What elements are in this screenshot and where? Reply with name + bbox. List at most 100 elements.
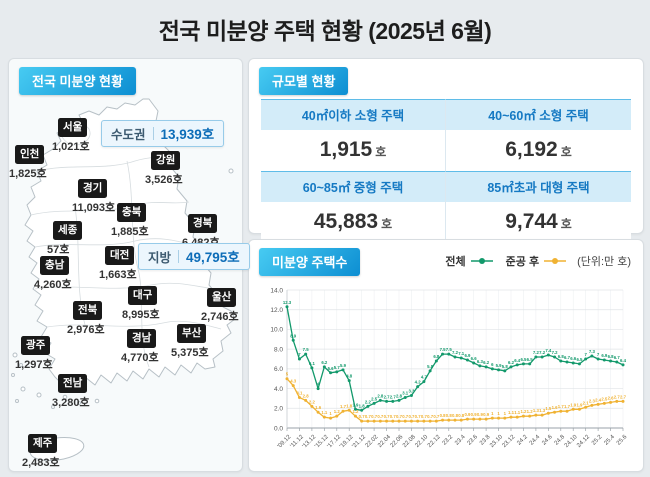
data-point (291, 384, 295, 388)
data-point-label: 2.3 (589, 398, 596, 403)
data-point-label: 6.6 (471, 356, 478, 361)
data-point (571, 361, 575, 365)
size-category-value: 45,883 호 (261, 202, 446, 244)
map-region: 울산 2,746호 (201, 287, 239, 324)
data-point-label: 2.8 (303, 393, 310, 398)
data-point (434, 359, 438, 363)
data-point-label: 0.7 (427, 414, 434, 419)
legend-series-name: 전체 (445, 256, 466, 268)
size-panel: 규모별 현황 40㎡이하 소형 주택 40~60㎡ 소형 주택 1,915 호 6,19… (248, 58, 644, 244)
map-region: 강원 3,526호 (145, 150, 183, 187)
data-point (322, 365, 326, 369)
data-point-label: 7 (597, 352, 600, 357)
data-point-label: 7.5 (446, 347, 453, 352)
x-axis-tick-label: 24.2 (516, 434, 529, 447)
data-point (596, 402, 600, 406)
size-unit: 호 (381, 217, 393, 231)
x-axis-labels: '09.12'11.12'13.12'15.12'17.12'19.12'21.… (277, 428, 629, 450)
data-point-label: 1 (504, 411, 507, 416)
data-point-label: 2.7 (614, 394, 621, 399)
data-point-label: 6.4 (620, 358, 627, 363)
data-point-label: 0.7 (408, 414, 415, 419)
data-point-label: 2.7 (384, 394, 391, 399)
data-point (341, 368, 345, 372)
gridlines: 0.0 2.0 4.0 6.0 8.0 10.0 12.0 14.0 (270, 287, 624, 432)
data-point-label: 0.9 (477, 412, 484, 417)
size-category-value: 1,915 호 (261, 130, 446, 171)
data-point-label: 1 (497, 411, 500, 416)
data-point (291, 338, 295, 342)
data-point (590, 403, 594, 407)
data-point-label: 0.8 (452, 413, 459, 418)
map-region: 인천 1,825호 (9, 144, 47, 181)
data-point (397, 398, 401, 402)
map-region: 대전 1,663호 (99, 245, 137, 282)
data-point-label: 12.3 (283, 300, 292, 305)
data-point-label: 2.7 (620, 394, 627, 399)
data-point-label: 4 (317, 382, 320, 387)
data-point-label: 1.2 (352, 409, 359, 414)
data-point-label: 0.7 (433, 414, 440, 419)
region-count: 3,526호 (145, 173, 183, 186)
legend-item: 전체 (445, 253, 493, 269)
data-point (559, 359, 563, 363)
x-axis-tick-label: '21.12 (351, 434, 367, 450)
region-name-chip: 광주 (21, 335, 51, 355)
region-name-chip: 울산 (207, 287, 237, 307)
data-point-label: 6.2 (483, 360, 490, 365)
data-point-label: 1.6 (552, 405, 559, 410)
data-point (335, 370, 339, 374)
data-point-label: 6.4 (514, 358, 521, 363)
data-point-label: 2.4 (595, 397, 602, 402)
data-point (434, 419, 438, 423)
provincial-badge: 지방 49,795호 (138, 243, 250, 270)
region-name-chip: 충북 (117, 202, 147, 222)
region-count: 1,021호 (52, 140, 90, 153)
map-region: 경기 11,093호 (72, 178, 115, 215)
y-axis-tick-label: 6.0 (274, 366, 283, 373)
region-name-chip: 경기 (78, 178, 108, 198)
data-point-label: 5.7 (334, 365, 341, 370)
data-point-label: 1.7 (558, 404, 565, 409)
data-point (534, 413, 538, 417)
map-region: 경남 4,770호 (121, 328, 159, 365)
map-region: 전남 3,280호 (52, 373, 90, 410)
data-point-label: 6.5 (576, 357, 583, 362)
data-point (484, 417, 488, 421)
data-point (571, 407, 575, 411)
data-point-label: 1.1 (508, 410, 515, 415)
data-point (316, 387, 320, 391)
data-point (310, 404, 314, 408)
data-point (490, 416, 494, 420)
legend-items: 전체 준공 후 (445, 253, 567, 269)
data-point-label: 7.2 (533, 350, 540, 355)
data-point (478, 417, 482, 421)
data-point-label: 4.2 (415, 380, 422, 385)
data-point-label: 1 (329, 411, 332, 416)
data-point (565, 409, 569, 413)
data-point (347, 379, 351, 383)
region-name-chip: 강원 (151, 150, 181, 170)
data-point (577, 407, 581, 411)
size-category-label: 60~85㎡ 중형 주택 (261, 171, 446, 202)
data-point-label: 2.5 (371, 396, 378, 401)
data-point-label: 6.7 (614, 355, 621, 360)
data-point-label: 1.8 (346, 403, 353, 408)
data-point-label: 1.7 (340, 404, 347, 409)
legend-marker-icon (544, 258, 567, 264)
data-point (490, 367, 494, 371)
data-point-label: 0.7 (402, 414, 409, 419)
region-name-chip: 전북 (73, 300, 103, 320)
data-point (609, 400, 613, 404)
data-point-label: 4.3 (290, 379, 297, 384)
data-point-label: 4.8 (346, 374, 353, 379)
x-axis-tick-label: 25.2 (591, 434, 604, 447)
data-point (304, 352, 308, 356)
data-point-label: 0.9 (471, 412, 478, 417)
y-axis-tick-label: 4.0 (274, 386, 283, 393)
data-point (353, 414, 357, 418)
chart-panel-header: 미분양 주택수 (259, 248, 361, 276)
data-point (285, 305, 289, 309)
data-point (596, 357, 600, 361)
data-point (584, 357, 588, 361)
